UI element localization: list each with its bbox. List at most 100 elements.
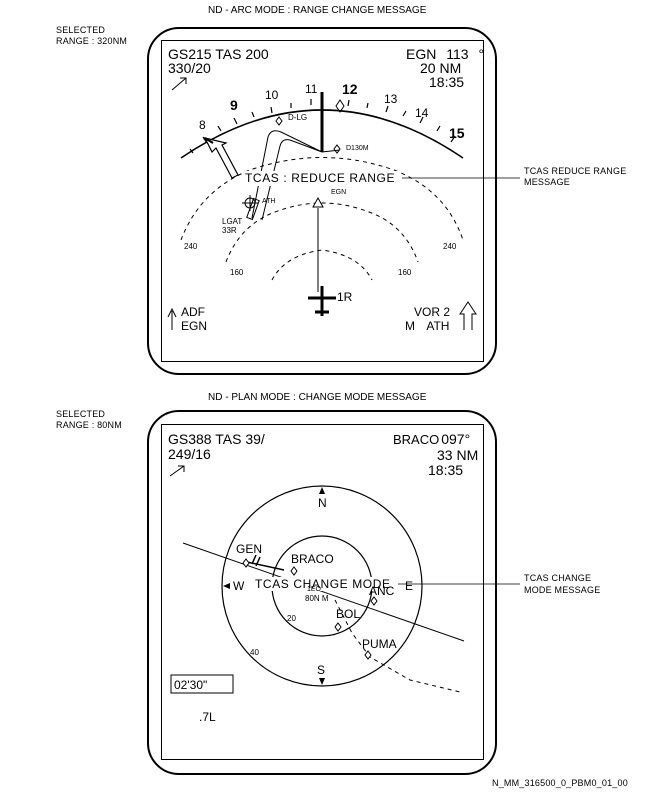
top-ath-label: ATH [262, 198, 276, 205]
bottom-west-arrow [223, 583, 230, 589]
bottom-west-label: W [233, 579, 245, 593]
top-waypoint: EGN [406, 46, 437, 62]
bottom-bezel [147, 410, 497, 775]
top-heading-11: 11 [305, 82, 318, 96]
bottom-alt-label-2: 80N M [305, 594, 329, 603]
bottom-north-arrow [319, 487, 325, 494]
top-vor-pointer [459, 301, 477, 330]
bottom-anc-label: ANC [369, 584, 395, 598]
top-tas-value: 200 [245, 46, 269, 62]
top-vor-label: VOR 2 [414, 305, 451, 319]
bottom-wind: 249/16 [168, 446, 211, 462]
top-tas-label: TAS [215, 46, 242, 62]
top-range-160-right: 160 [398, 268, 412, 277]
top-selected-range-line2: RANGE : 320NM [56, 36, 128, 46]
top-heading-8: 8 [199, 118, 206, 132]
top-egn-label: EGN [331, 189, 347, 196]
bottom-tas-value: 39/ [245, 431, 265, 447]
top-range-240-right: 240 [443, 242, 457, 251]
bottom-flightplan-line [182, 542, 465, 642]
top-range-arc-240 [180, 157, 464, 241]
bottom-outer-ring [221, 485, 423, 687]
top-range-240-left: 240 [184, 242, 198, 251]
top-distance: 20 NM [420, 60, 462, 76]
bottom-braco-label: BRACO [291, 552, 334, 566]
top-flightplan-route [251, 130, 323, 221]
top-gs-value: 215 [188, 46, 212, 62]
top-screen [161, 40, 484, 362]
top-ath-symbol [242, 195, 258, 211]
top-callout-line1: TCAS REDUCE RANGE [524, 166, 627, 176]
top-runway-label: 33R [222, 226, 237, 235]
bottom-waypoint: BRACO [393, 432, 440, 447]
figure-reference: N_MM_316500_0_PBM0_01_00 [492, 778, 628, 788]
bottom-tas-label: TAS [215, 431, 242, 447]
top-heading-10: 10 [265, 88, 279, 102]
top-dlg-diamond [275, 116, 283, 126]
bottom-bol-label: BOL [336, 607, 361, 621]
bottom-north-label: N [318, 496, 327, 510]
top-title: ND - ARC MODE : RANGE CHANGE MESSAGE [208, 5, 427, 16]
bottom-ring-20: 20 [287, 614, 296, 623]
top-vor-station: ATH [426, 319, 450, 333]
bottom-bearing: 097° [441, 431, 471, 447]
top-lgat-label: LGAT [222, 217, 243, 226]
top-vor-station-line: M ATH [405, 320, 449, 332]
top-wind: 330/20 [168, 60, 211, 76]
top-dlg-label: D-LG [288, 113, 308, 122]
bottom-distance: 33 NM [437, 447, 479, 463]
bottom-tcas-message: TCAS CHANGE MODE [255, 577, 391, 591]
bottom-callout-line1: TCAS CHANGE [524, 573, 592, 583]
top-range-arc-160 [225, 202, 419, 263]
top-gs-readout: GS215 TAS 200 [168, 47, 269, 61]
top-range-160-left: 160 [230, 268, 244, 277]
top-tcas-message: TCAS : REDUCE RANGE [245, 171, 396, 185]
top-heading-15: 15 [449, 125, 465, 141]
top-range-arc-80 [271, 249, 373, 281]
top-selected-range-line1: SELECTED [56, 25, 106, 35]
top-adf-needle [203, 137, 239, 179]
bottom-title: ND - PLAN MODE : CHANGE MODE MESSAGE [208, 392, 427, 403]
top-heading-bug [335, 99, 345, 113]
bottom-anc-diamond [370, 596, 378, 606]
bottom-south-arrow [319, 678, 325, 685]
bottom-gen-label: GEN [236, 542, 263, 556]
top-callout-line2: MESSAGE [524, 177, 570, 187]
bottom-selected-range-line1: SELECTED [56, 409, 106, 419]
top-aircraft-symbol [308, 286, 336, 316]
bottom-screen [161, 424, 484, 760]
top-heading-13: 13 [384, 92, 398, 106]
bottom-callout-line2: MODE MESSAGE [524, 585, 601, 595]
bottom-bol-diamond [334, 622, 342, 632]
bottom-puma-diamond [364, 650, 372, 660]
top-bezel [147, 27, 497, 375]
bottom-chrono-box [170, 674, 234, 694]
top-heading-12: 12 [342, 81, 358, 97]
top-adf-label: ADF [181, 305, 205, 319]
top-egn-triangle [312, 196, 324, 208]
top-vor-m: M [405, 319, 415, 333]
bottom-selected-range-line2: RANGE : 80NM [56, 420, 122, 430]
top-aircraft-label: 1R [337, 290, 353, 304]
bottom-gs-value: 388 [188, 431, 212, 447]
bottom-east-label: E [405, 579, 414, 593]
bottom-chrono: 02'30" [174, 678, 208, 692]
top-adf-station: EGN [181, 319, 208, 333]
top-waypoint-readout: EGN 113 ° [406, 47, 484, 61]
bottom-waypoint-readout: BRACO 097° [393, 432, 470, 446]
bottom-gen-diamond [242, 558, 250, 568]
bottom-ring-40: 40 [250, 648, 259, 657]
bottom-south-label: S [317, 663, 326, 677]
top-adf-pointer [167, 307, 177, 330]
top-d130m-label: D130M [346, 145, 369, 152]
top-eta: 18:35 [429, 74, 465, 90]
bottom-braco-diamond [290, 566, 298, 576]
bottom-puma-label: PUMA [362, 637, 397, 651]
bottom-alt-label-1: 1EO [307, 586, 322, 593]
bottom-bottom-text: .7L [199, 710, 216, 724]
bottom-gen-hold [246, 554, 285, 571]
top-heading-14: 14 [415, 106, 429, 120]
top-heading-9: 9 [230, 97, 238, 113]
